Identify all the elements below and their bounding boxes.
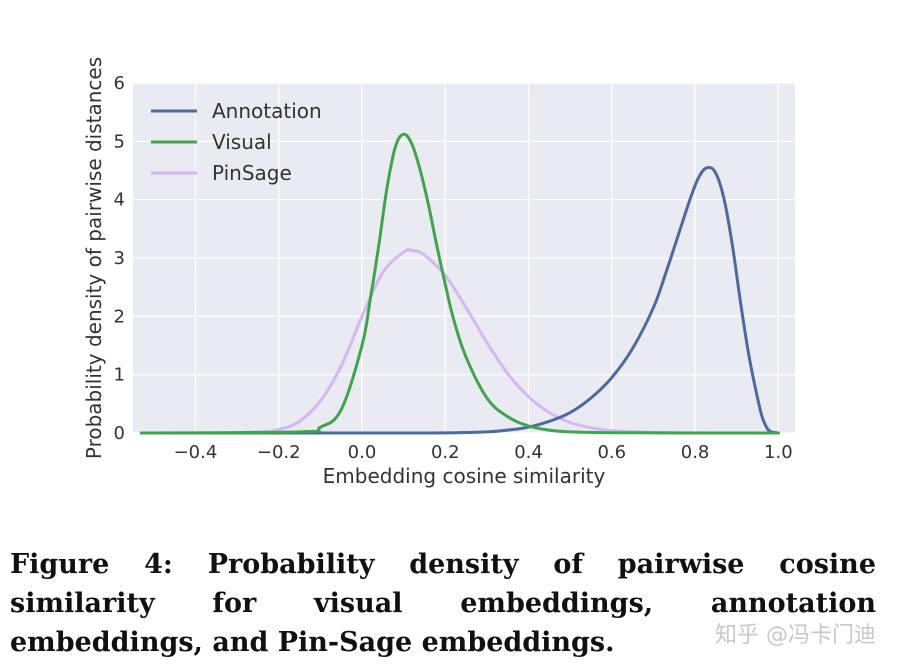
x-axis-label: Embedding cosine similarity <box>323 464 606 488</box>
y-tick-label: 6 <box>114 73 125 94</box>
series-line-annotation <box>139 165 780 435</box>
y-tick-label: 0 <box>114 423 125 444</box>
series-lines <box>139 132 780 435</box>
series-line-visual <box>139 132 780 435</box>
x-tick-label: 0.6 <box>597 442 626 463</box>
legend-label-annotation: Annotation <box>212 99 322 123</box>
x-tick-label: 1.0 <box>764 442 793 463</box>
x-tick-label: 0.2 <box>431 442 460 463</box>
y-tick-label: 2 <box>114 306 125 327</box>
y-tick-label: 1 <box>114 365 125 386</box>
legend-label-visual: Visual <box>212 130 272 154</box>
x-tick-label: 0.0 <box>348 442 377 463</box>
x-tick-label: 0.4 <box>514 442 543 463</box>
figure-caption: Figure 4: Probability density of pairwis… <box>10 549 876 658</box>
y-tick-label: 3 <box>114 248 125 269</box>
x-tick-label: −0.4 <box>174 442 218 463</box>
watermark: 知乎 @冯卡门迪 <box>715 623 876 648</box>
y-tick-label: 4 <box>114 190 125 211</box>
legend: Annotation Visual PinSage <box>151 99 322 185</box>
density-chart: −0.4 −0.2 0.0 0.2 0.4 0.6 0.8 1.0 0 1 2 3 4 5 6 Embed… <box>82 57 795 488</box>
y-tick-labels: 0 1 2 3 4 5 6 <box>114 73 125 444</box>
x-tick-label: −0.2 <box>257 442 301 463</box>
x-tick-labels: −0.4 −0.2 0.0 0.2 0.4 0.6 0.8 1.0 <box>174 442 793 463</box>
x-tick-label: 0.8 <box>681 442 710 463</box>
series-line-pinsage <box>214 248 722 435</box>
legend-label-pinsage: PinSage <box>212 161 292 185</box>
y-axis-label: Probability density of pairwise distance… <box>82 57 106 459</box>
y-tick-label: 5 <box>114 131 125 152</box>
